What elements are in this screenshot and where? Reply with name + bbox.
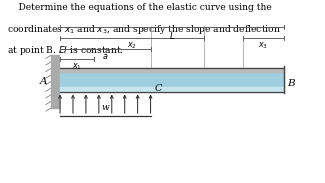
Text: A: A <box>40 77 47 86</box>
Text: $L$: $L$ <box>169 30 175 41</box>
Text: at point B. $\it{EI}$ is constant.: at point B. $\it{EI}$ is constant. <box>6 44 124 57</box>
Text: B: B <box>288 79 295 88</box>
Text: coordinates $x_1$ and $x_3$, and specify the slope and deflection: coordinates $x_1$ and $x_3$, and specify… <box>6 23 280 36</box>
Text: $x_3$: $x_3$ <box>258 41 268 51</box>
Bar <box>60 72 284 92</box>
Text: $a$: $a$ <box>102 52 109 61</box>
Text: w: w <box>101 103 109 112</box>
Text: Determine the equations of the elastic curve using the: Determine the equations of the elastic c… <box>6 3 271 12</box>
Bar <box>60 68 284 72</box>
Bar <box>60 87 284 91</box>
Text: C: C <box>154 84 162 93</box>
Text: $x_2$: $x_2$ <box>127 41 137 51</box>
Bar <box>51 55 58 108</box>
Text: $x_1$: $x_1$ <box>72 62 82 72</box>
